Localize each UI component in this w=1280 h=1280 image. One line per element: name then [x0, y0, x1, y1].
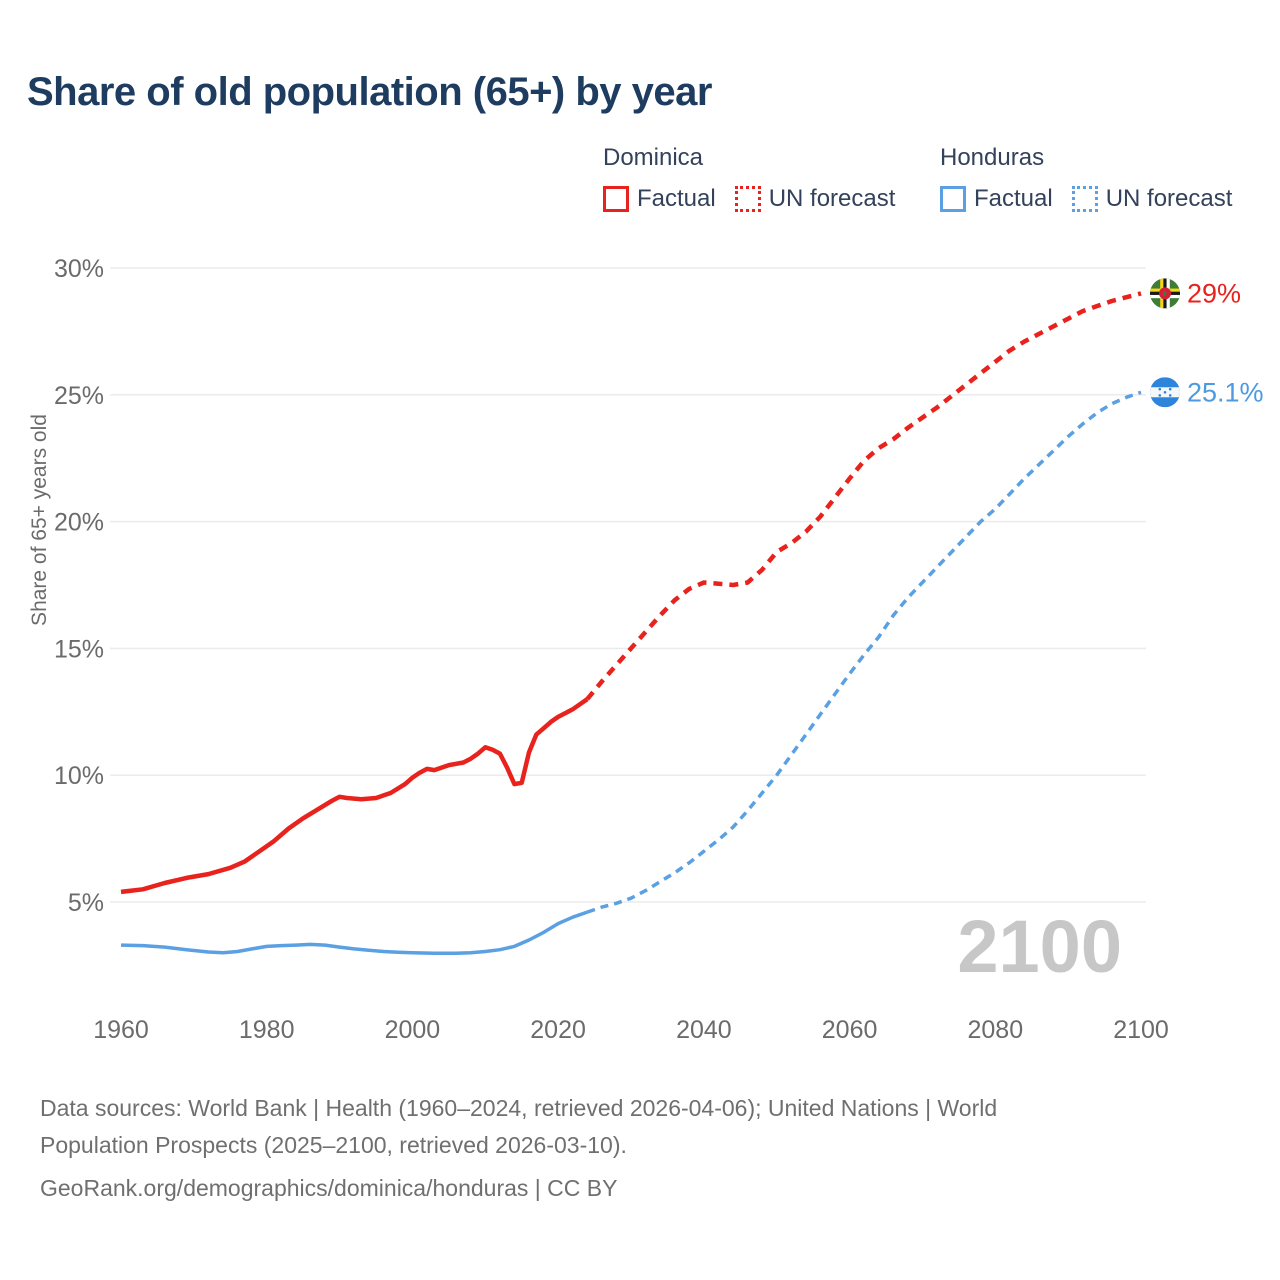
legend-swatch-factual-icon	[603, 186, 629, 212]
footer-line: Data sources: World Bank | Health (1960–…	[40, 1095, 998, 1121]
footer-attribution-line: GeoRank.org/demographics/dominica/hondur…	[40, 1175, 618, 1201]
legend-group-dominica: Dominica Factual UN forecast	[603, 144, 895, 213]
y-tick-label: 15%	[54, 635, 104, 663]
y-tick-label: 5%	[68, 889, 104, 917]
x-tick-label: 2060	[822, 1016, 878, 1044]
data-sources-footer: Data sources: World Bank | Health (1960–…	[40, 1090, 1240, 1207]
series-end-marker: 29%	[1150, 278, 1241, 309]
x-tick-label: 2000	[385, 1016, 441, 1044]
legend-swatch-forecast-icon	[734, 186, 761, 212]
series-honduras-factual	[120, 910, 588, 955]
x-tick-label: 2100	[1113, 1016, 1169, 1044]
legend-country-label: Dominica	[603, 144, 704, 171]
legend-country-label: Honduras	[940, 144, 1045, 171]
dominica-flag-icon	[1150, 278, 1180, 309]
end-value-label: 29%	[1187, 278, 1241, 308]
legend-items-row: Factual UN forecast	[940, 185, 1232, 213]
series-dominica-factual	[120, 697, 589, 895]
legend-item-label: UN forecast	[1105, 185, 1233, 212]
legend-item-label: Factual	[637, 185, 716, 212]
y-tick-label: 25%	[54, 382, 104, 410]
x-tick-label: 2020	[530, 1016, 586, 1044]
end-value-label: 25.1%	[1187, 377, 1264, 407]
y-tick-label: 30%	[54, 255, 104, 283]
x-tick-label: 1980	[239, 1016, 295, 1044]
series-honduras-un-forecast	[586, 390, 1142, 914]
series-end-marker: 25.1%	[1150, 377, 1264, 408]
legend-items-row: Factual UN forecast	[603, 185, 895, 213]
legend-item-label: UN forecast	[768, 185, 896, 212]
y-axis-title: Share of 65+ years old	[28, 414, 51, 626]
y-tick-label: 10%	[54, 762, 104, 790]
legend-swatch-forecast-icon	[1071, 186, 1098, 212]
legend-group-honduras: Honduras Factual UN forecast	[940, 144, 1232, 213]
honduras-flag-icon	[1150, 377, 1180, 408]
legend-item-label: Factual	[974, 185, 1053, 212]
watermark-year: 2100	[957, 905, 1122, 988]
x-tick-label: 2040	[676, 1016, 732, 1044]
footer-line: Population Prospects (2025–2100, retriev…	[40, 1132, 627, 1158]
chart-title: Share of old population (65+) by year	[27, 70, 712, 114]
series-dominica-un-forecast	[585, 291, 1142, 701]
x-tick-label: 1960	[93, 1016, 149, 1044]
y-tick-label: 20%	[54, 509, 104, 537]
legend-swatch-factual-icon	[940, 186, 966, 212]
x-tick-label: 2080	[967, 1016, 1023, 1044]
